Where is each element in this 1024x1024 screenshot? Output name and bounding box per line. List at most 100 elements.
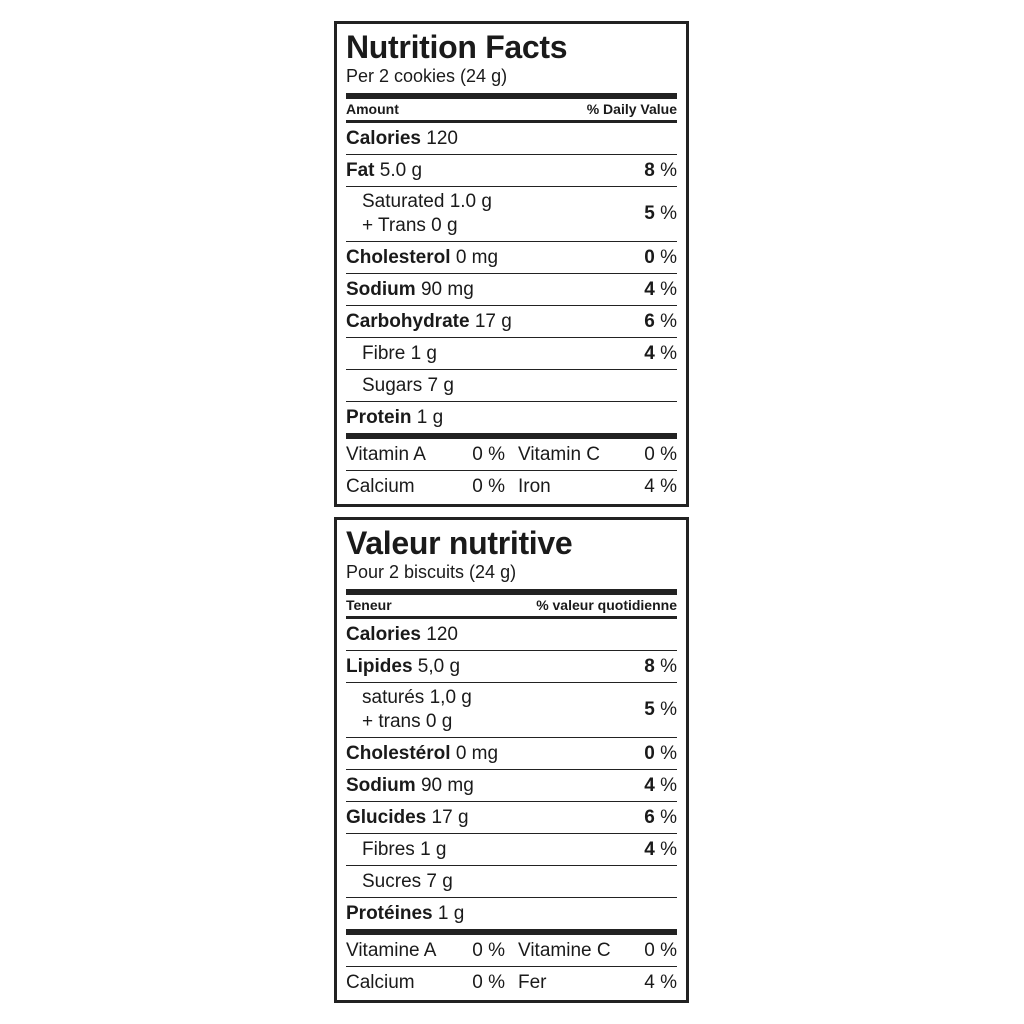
nutrient-amount: 0 mg [455, 246, 499, 268]
nutrient-name: Glucides [346, 806, 427, 828]
daily-value: 4 % [644, 342, 677, 366]
dv-number: 0 [472, 939, 483, 961]
nutrient: Sucres 7 g [346, 870, 453, 894]
dv-number: 4 [644, 475, 655, 497]
daily-value: 0 % [644, 742, 677, 766]
percent-sign: % [660, 971, 677, 993]
nutrient-line: Lipides 5,0 g [346, 655, 460, 679]
nutrient-row: Sugars 7 g [346, 370, 677, 402]
nutrient-line: Fibres 1 g [362, 838, 447, 862]
percent-sign: % [660, 203, 677, 224]
nutrient-line: Glucides 17 g [346, 806, 469, 830]
percent-sign: % [488, 939, 505, 961]
percent-sign: % [660, 310, 677, 332]
vitamin-row: Calcium 0 % Fer 4 % [346, 967, 677, 998]
vitamin-dv: 0 % [644, 444, 677, 466]
rule [346, 616, 677, 619]
nutrient-amount: 1 g [416, 406, 444, 428]
dv-number: 0 [644, 742, 655, 764]
percent-sign: % [660, 655, 677, 677]
nutrient-line: Sodium 90 mg [346, 278, 474, 302]
nutrient: Fibres 1 g [346, 838, 447, 862]
nutrient-line: Calories 120 [346, 127, 458, 151]
nutrition-label: Valeur nutritive Pour 2 biscuits (24 g) Te… [334, 517, 689, 1003]
daily-value: 0 % [644, 246, 677, 270]
nutrient: Carbohydrate 17 g [346, 310, 512, 334]
nutrient-row: Calories 120 [346, 619, 677, 651]
vitamin-row: Vitamin A 0 % Vitamin C 0 % [346, 439, 677, 471]
dv-number: 8 [644, 655, 655, 677]
nutrient-amount: 1,0 g [429, 687, 472, 708]
nutrient: Fibre 1 g [346, 342, 437, 366]
nutrient-amount: 1.0 g [449, 191, 492, 212]
nutrient-line: + trans 0 g [362, 711, 453, 732]
nutrient-row: Sodium 90 mg 4 % [346, 274, 677, 306]
label-title: Valeur nutritive [346, 525, 573, 561]
serving-size: Pour 2 biscuits (24 g) [346, 562, 517, 582]
dv-number: 0 [472, 443, 483, 465]
nutrient-amount: 5.0 g [379, 159, 423, 181]
column-header: Teneur % valeur quotidienne [346, 595, 677, 616]
thick-rule [346, 433, 677, 439]
nutrient: Cholestérol 0 mg [346, 742, 498, 766]
nutrient-row: Protein 1 g [346, 402, 677, 433]
nutrient-row: Carbohydrate 17 g 6 % [346, 306, 677, 338]
vitamin-name: Fer [518, 971, 547, 993]
nutrient-amount: 120 [426, 623, 458, 645]
dv-number: 0 [644, 246, 655, 268]
nutrient-name: Calories [346, 127, 421, 149]
nutrient-name: Sugars [362, 374, 423, 396]
dv-header: % valeur quotidienne [536, 597, 677, 613]
nutrient: Sodium 90 mg [346, 278, 474, 302]
thick-rule [346, 93, 677, 99]
vitamin-dv: 0 % [472, 972, 505, 994]
nutrient-row: Cholesterol 0 mg 0 % [346, 242, 677, 274]
dv-number: 4 [644, 278, 655, 300]
nutrient-name: Sucres [362, 870, 422, 892]
nutrient-line: Cholestérol 0 mg [346, 742, 498, 766]
percent-sign: % [488, 475, 505, 497]
dv-number: 0 [644, 443, 655, 465]
dv-number: 6 [644, 310, 655, 332]
label-title: Nutrition Facts [346, 29, 568, 65]
nutrient-amount: 17 g [431, 806, 469, 828]
nutrient-row: Fibres 1 g 4 % [346, 834, 677, 866]
vitamin: Vitamin A 0 % [346, 444, 505, 466]
nutrient-line: Protéines 1 g [346, 902, 464, 926]
daily-value: 5 % [644, 202, 677, 226]
nutrient: saturés 1,0 g + trans 0 g [346, 686, 472, 734]
percent-sign: % [660, 742, 677, 764]
daily-value: 6 % [644, 806, 677, 830]
percent-sign: % [660, 699, 677, 720]
vitamin-name: Vitamin C [518, 443, 601, 465]
vitamin-row: Calcium 0 % Iron 4 % [346, 471, 677, 502]
nutrient-row: Cholestérol 0 mg 0 % [346, 738, 677, 770]
nutrient: Calories 120 [346, 127, 458, 151]
vitamin-dv: 0 % [472, 444, 505, 466]
nutrient-amount: 120 [426, 127, 458, 149]
vitamin: Fer 4 % [518, 972, 677, 994]
vitamin: Iron 4 % [518, 476, 677, 498]
column-header: Amount % Daily Value [346, 99, 677, 120]
daily-value: 5 % [644, 698, 677, 722]
amount-header: Teneur [346, 597, 392, 613]
nutrient-line: Protein 1 g [346, 406, 443, 430]
vitamin-name: Vitamine A [346, 939, 437, 961]
dv-number: 4 [644, 971, 655, 993]
nutrient-row: Sodium 90 mg 4 % [346, 770, 677, 802]
vitamin-name: Vitamin A [346, 443, 426, 465]
vitamin: Vitamin C 0 % [518, 444, 677, 466]
daily-value: 6 % [644, 310, 677, 334]
nutrient-name: Carbohydrate [346, 310, 470, 332]
vitamin: Vitamine C 0 % [518, 940, 677, 962]
dv-number: 0 [472, 971, 483, 993]
percent-sign: % [660, 806, 677, 828]
percent-sign: % [660, 246, 677, 268]
percent-sign: % [660, 159, 677, 181]
nutrient-row: Fibre 1 g 4 % [346, 338, 677, 370]
amount-header: Amount [346, 101, 399, 117]
vitamin-name: Calcium [346, 475, 415, 497]
nutrient-name: Protéines [346, 902, 433, 924]
percent-sign: % [660, 475, 677, 497]
